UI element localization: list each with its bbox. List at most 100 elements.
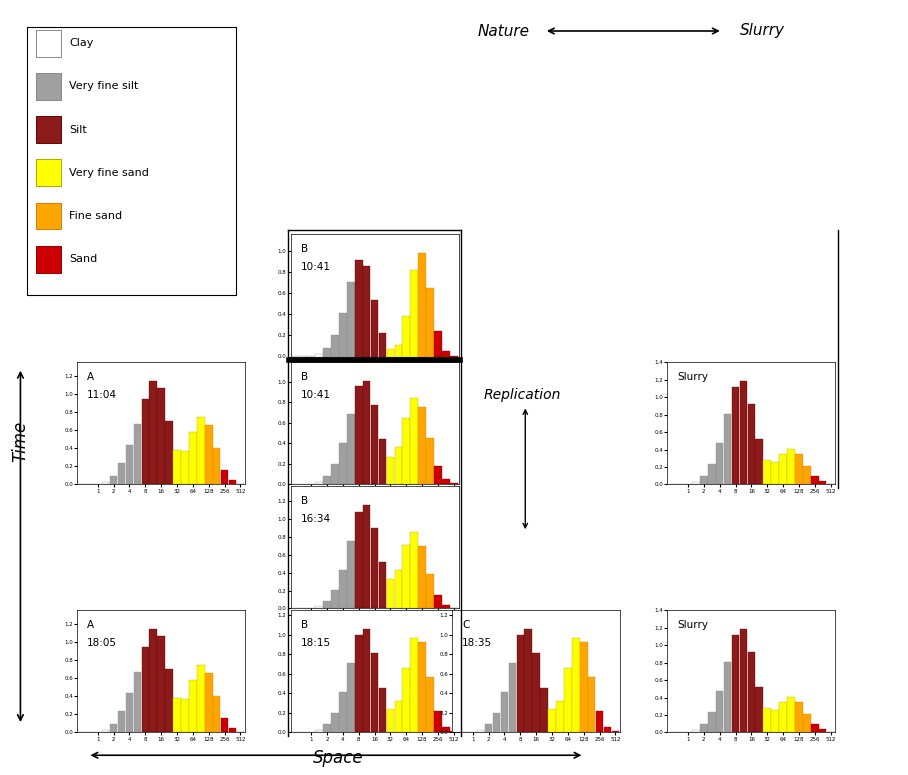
Bar [402,316,410,356]
Bar [355,635,362,732]
Text: Very fine silt: Very fine silt [69,81,138,91]
Bar [493,713,500,732]
Bar [323,476,331,484]
Text: Silt: Silt [69,125,87,135]
Bar [564,669,572,732]
Bar [426,677,434,732]
Bar [189,680,197,732]
Bar [426,438,434,484]
Bar [402,669,410,732]
Text: Slurry: Slurry [740,23,785,39]
Bar [755,687,763,732]
Bar [339,692,347,732]
Bar [434,466,442,484]
Bar [35,29,61,57]
Bar [370,528,379,608]
Bar [732,635,739,732]
Bar [339,312,347,357]
Bar [740,381,747,484]
Bar [517,635,524,732]
Text: 10:41: 10:41 [301,262,331,272]
Bar [221,470,229,484]
Bar [102,482,110,484]
Bar [724,662,732,732]
Bar [331,464,339,484]
Bar [819,481,826,484]
Bar [387,709,394,732]
Bar [331,713,339,732]
Bar [803,714,811,732]
Bar [787,449,794,484]
Bar [142,647,149,732]
Bar [434,595,442,608]
Bar [395,446,402,484]
Bar [363,505,370,608]
Text: C: C [462,620,469,630]
Bar [434,711,442,732]
Bar [442,479,449,484]
Bar [764,460,771,484]
Bar [426,288,434,356]
Bar [395,570,402,608]
Bar [764,708,771,732]
Bar [347,282,355,356]
Text: 10:41: 10:41 [301,390,331,400]
Text: B: B [301,620,308,630]
Bar [708,464,716,484]
Text: 18:35: 18:35 [462,638,492,648]
Bar [157,636,165,732]
Bar [485,725,492,732]
Bar [410,532,418,608]
Bar [410,398,418,484]
Bar [811,476,819,484]
Bar [323,348,331,357]
Bar [540,688,548,732]
Bar [355,387,362,484]
Bar [182,699,189,732]
Bar [133,424,142,484]
Bar [205,673,212,732]
Bar [221,718,229,732]
Bar [118,463,125,484]
Bar [787,698,794,732]
Bar [587,677,596,732]
Bar [370,300,379,356]
Bar [740,629,747,732]
Bar [379,439,386,484]
Bar [110,724,117,732]
Bar [819,729,826,732]
Bar [410,270,418,356]
Bar [772,462,779,484]
Bar [229,480,236,484]
Bar [118,711,125,732]
Bar [125,693,133,732]
Bar [173,449,181,484]
Bar [395,345,402,356]
Bar [419,642,426,732]
Bar [548,709,556,732]
Bar [197,417,204,484]
Bar [379,332,386,356]
Bar [339,443,347,484]
Text: 18:15: 18:15 [301,638,331,648]
Bar [716,443,724,484]
Bar [525,629,532,732]
Bar [355,260,362,356]
Bar [442,351,449,356]
Bar [426,574,434,608]
Bar [708,712,716,732]
Bar [182,451,189,484]
Text: Sand: Sand [69,254,97,264]
Bar [532,653,540,732]
Bar [419,546,426,608]
Bar [315,482,323,484]
Bar [331,590,339,608]
Bar [35,160,61,186]
Text: B: B [301,496,308,506]
Bar [419,253,426,356]
Bar [150,381,157,484]
Bar [572,638,579,732]
Bar [387,349,394,356]
Bar [110,476,117,484]
Bar [157,388,165,484]
